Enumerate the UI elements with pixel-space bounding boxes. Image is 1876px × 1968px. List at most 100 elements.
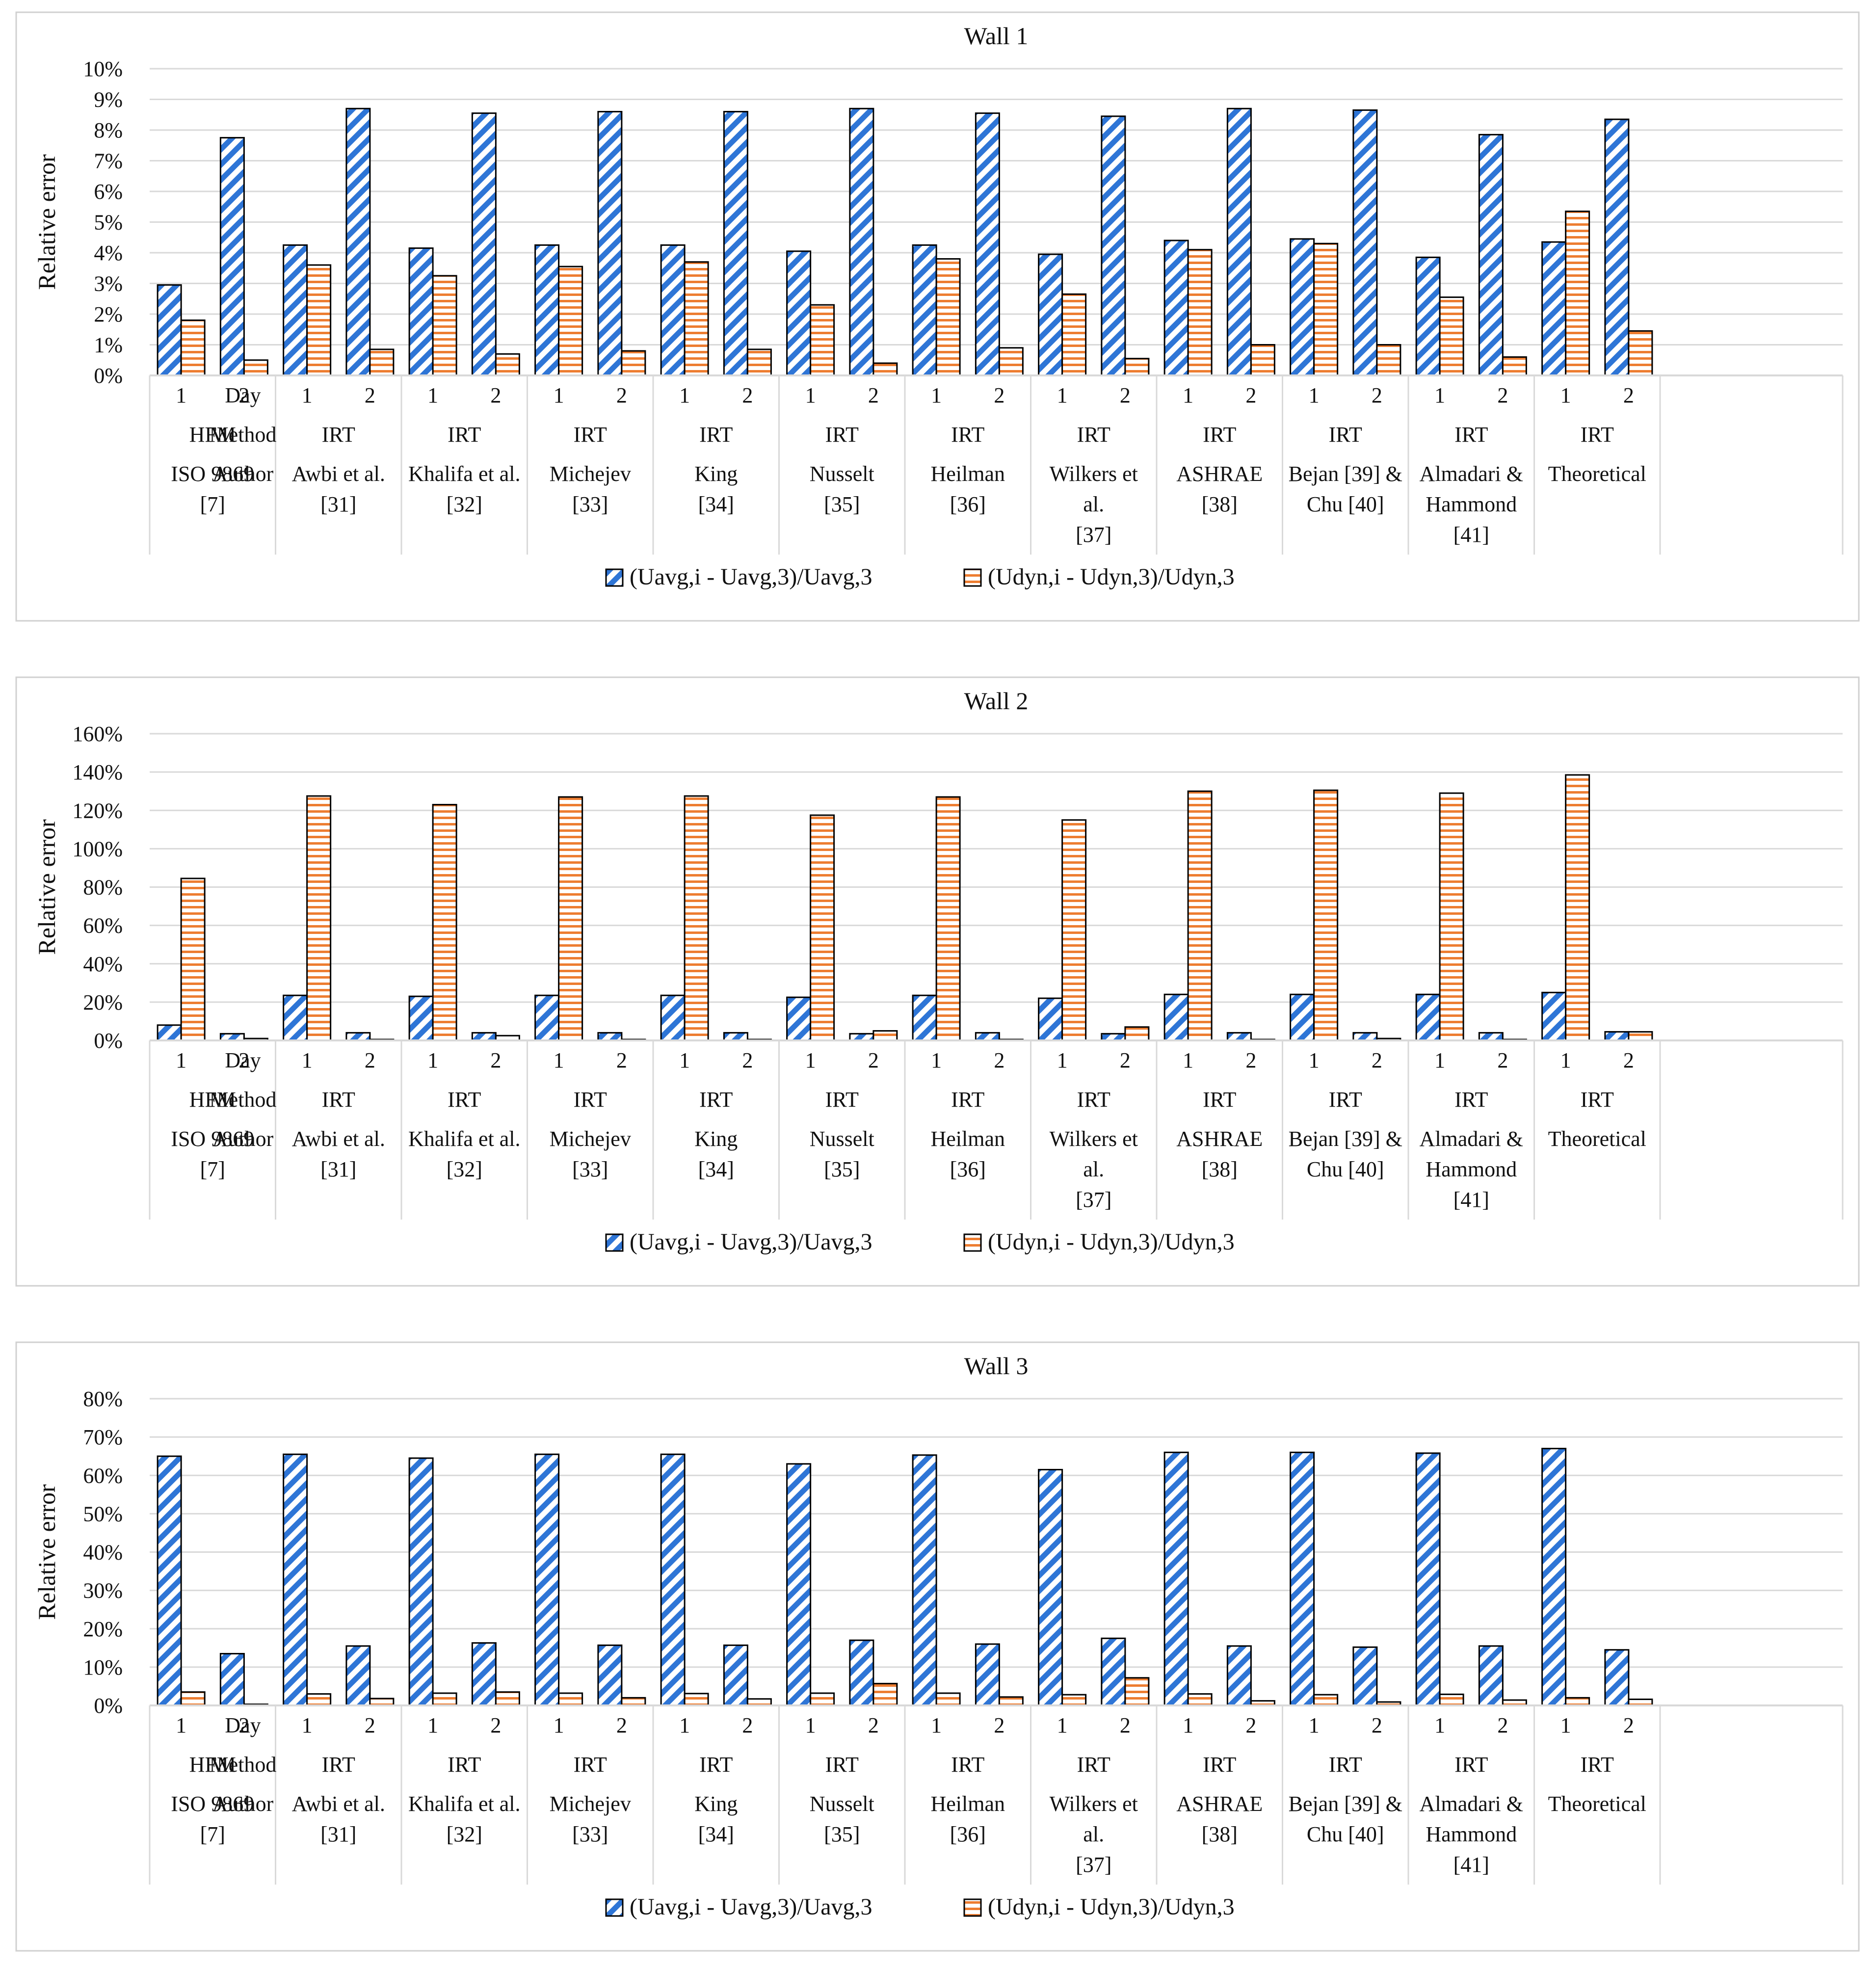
legend-label-dyn: (Udyn,i - Udyn,3)/Udyn,3 <box>988 1894 1235 1920</box>
author-label: [32] <box>447 1822 482 1846</box>
bar-avg <box>1101 115 1126 376</box>
author-label: Bejan [39] & <box>1289 462 1402 486</box>
bar-dyn <box>1187 249 1213 376</box>
day-label: 1 <box>931 383 942 407</box>
day-label: 1 <box>1309 1713 1320 1737</box>
bar-avg <box>219 137 245 376</box>
day-label: 2 <box>1497 1048 1508 1072</box>
author-label: [35] <box>824 1822 860 1846</box>
method-label: IRT <box>699 1088 733 1112</box>
author-label: Wilkers et <box>1050 1127 1138 1151</box>
method-label: IRT <box>825 1088 859 1112</box>
bar-avg <box>283 1453 308 1706</box>
bar-avg <box>975 1643 1000 1706</box>
day-label: 1 <box>1309 383 1320 407</box>
bar-dyn <box>810 304 835 376</box>
bar-dyn <box>1061 293 1087 376</box>
bar-dyn <box>432 804 457 1041</box>
author-label: [36] <box>950 1157 986 1181</box>
author-label: [33] <box>572 492 608 516</box>
y-tick-label: 9% <box>94 88 123 112</box>
bar-avg <box>1163 239 1189 376</box>
day-label: 1 <box>1434 1713 1445 1737</box>
method-label: IRT <box>699 1753 733 1777</box>
day-label: 1 <box>1183 1713 1193 1737</box>
bar-avg <box>157 1024 182 1041</box>
bar-avg <box>1415 993 1441 1041</box>
bar-avg <box>408 995 434 1041</box>
bar-avg <box>1163 1451 1189 1706</box>
day-label: 1 <box>679 383 690 407</box>
bar-avg <box>849 1033 874 1041</box>
bar-avg <box>1290 238 1315 376</box>
day-label: 1 <box>554 1048 564 1072</box>
bar-dyn <box>558 1692 583 1706</box>
y-tick-label: 140% <box>72 760 123 784</box>
day-label: 2 <box>365 1713 375 1737</box>
day-label: 2 <box>1497 383 1508 407</box>
day-label: 2 <box>868 1048 879 1072</box>
chart-panel-2: Wall 2 0% 20% 40% 60% 80% 100% 120% 140% 160% Rela… <box>15 676 1860 1287</box>
method-label: IRT <box>1077 1753 1110 1777</box>
day-label: 1 <box>427 383 438 407</box>
author-label: Michejev <box>550 462 631 486</box>
bar-avg <box>345 1645 371 1706</box>
method-label: IRT <box>1329 1088 1362 1112</box>
y-tick-label: 40% <box>83 1541 123 1565</box>
author-label: Hammond <box>1426 1157 1517 1181</box>
day-label: 1 <box>1560 383 1571 407</box>
legend-label-dyn: (Udyn,i - Udyn,3)/Udyn,3 <box>988 564 1235 590</box>
method-label: IRT <box>322 423 355 447</box>
bar-dyn <box>1124 1677 1150 1706</box>
y-tick-label: 30% <box>83 1579 123 1603</box>
method-label: IRT <box>1203 423 1236 447</box>
bar-dyn <box>872 1030 898 1041</box>
author-label: ISO 9869 <box>171 1127 254 1151</box>
bar-avg <box>408 1457 434 1706</box>
author-label: Almadari & <box>1420 1792 1523 1816</box>
y-tick-label: 1% <box>94 333 123 357</box>
bar-dyn <box>180 319 206 376</box>
bar-avg <box>660 1453 686 1706</box>
bar-avg <box>1352 1646 1378 1706</box>
bar-dyn <box>1502 356 1527 376</box>
bar-avg <box>1352 109 1378 376</box>
legend-swatch-dyn <box>963 568 982 587</box>
author-label: ISO 9869 <box>171 1792 254 1816</box>
bar-dyn <box>432 1692 457 1706</box>
day-label: 2 <box>365 1048 375 1072</box>
day-label: 2 <box>1623 1713 1634 1737</box>
day-label: 2 <box>868 383 879 407</box>
bar-avg <box>1604 1649 1630 1706</box>
day-label: 1 <box>1434 1048 1445 1072</box>
day-label: 2 <box>365 383 375 407</box>
author-label: Khalifa et al. <box>408 1127 520 1151</box>
bar-avg <box>1415 1452 1441 1706</box>
bar-dyn <box>872 362 898 376</box>
bar-dyn <box>1628 1031 1653 1041</box>
bar-avg <box>1226 1032 1252 1041</box>
method-label: IRT <box>825 1753 859 1777</box>
author-label: Bejan [39] & <box>1289 1127 1402 1151</box>
bar-avg <box>912 244 937 376</box>
bar-avg <box>1226 1645 1252 1706</box>
bar-avg <box>1478 133 1504 376</box>
author-label: [34] <box>698 1157 734 1181</box>
bar-avg <box>1604 1031 1630 1041</box>
bar-avg <box>1226 107 1252 376</box>
bar-avg <box>471 112 497 376</box>
y-tick-label: 3% <box>94 272 123 296</box>
y-tick-label: 20% <box>83 1617 123 1641</box>
day-label: 2 <box>742 383 753 407</box>
bar-avg <box>975 1032 1000 1041</box>
day-label: 2 <box>994 383 1004 407</box>
day-label: 2 <box>1372 1713 1382 1737</box>
author-label: King <box>694 1127 738 1151</box>
row-label: Day <box>225 1713 261 1737</box>
day-label: 1 <box>805 1713 816 1737</box>
method-label: IRT <box>1581 423 1614 447</box>
author-label: [7] <box>200 1157 225 1181</box>
author-label: Hammond <box>1426 1822 1517 1846</box>
author-label: Awbi et al. <box>292 462 385 486</box>
author-label: [34] <box>698 1822 734 1846</box>
